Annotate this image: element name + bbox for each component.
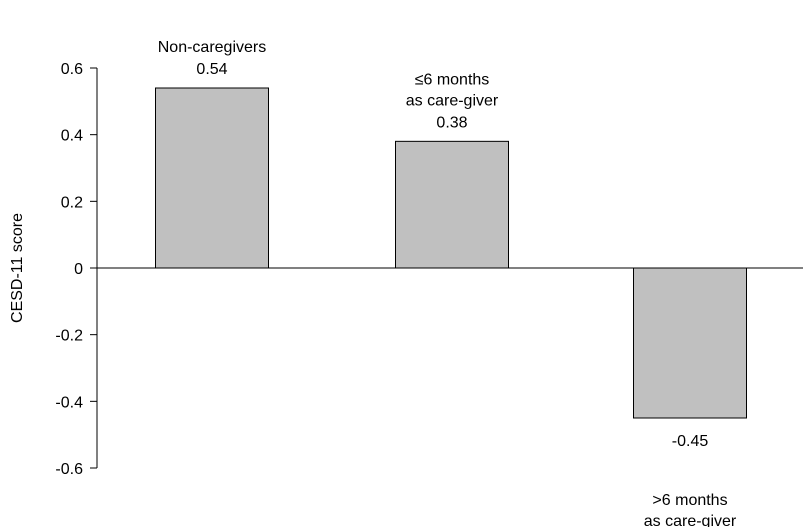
y-tick-label: 0.2 bbox=[61, 194, 83, 211]
category-label: >6 months as care-giver bbox=[644, 492, 737, 527]
category-label-line: as care-giver bbox=[644, 513, 737, 527]
bar-value-label: -0.45 bbox=[672, 433, 709, 450]
bar bbox=[395, 140, 509, 269]
bar bbox=[633, 267, 747, 419]
y-tick-label: -0.6 bbox=[55, 461, 83, 478]
bar-value-label: 0.54 bbox=[196, 61, 227, 78]
y-tick-label: 0.6 bbox=[61, 61, 83, 78]
bar-value-label: 0.38 bbox=[436, 114, 467, 131]
category-label-line: Non-caregivers bbox=[158, 39, 266, 56]
category-label-line: ≤6 months bbox=[415, 71, 490, 88]
category-label-line: >6 months bbox=[652, 492, 727, 509]
category-label: ≤6 months as care-giver bbox=[406, 71, 499, 109]
chart-bars bbox=[155, 87, 747, 419]
bar bbox=[155, 87, 269, 269]
y-tick-label: 0.4 bbox=[61, 128, 83, 145]
chart-labels: 0.54 Non-caregivers 0.38 ≤6 months as care-g… bbox=[158, 39, 737, 527]
y-tick-label: -0.2 bbox=[55, 328, 83, 345]
y-tick-label: -0.4 bbox=[55, 394, 83, 411]
y-axis-label: CESD-11 score bbox=[9, 213, 26, 323]
category-label: Non-caregivers bbox=[158, 39, 266, 56]
category-label-line: as care-giver bbox=[406, 92, 499, 109]
y-tick-label: 0 bbox=[74, 261, 83, 278]
